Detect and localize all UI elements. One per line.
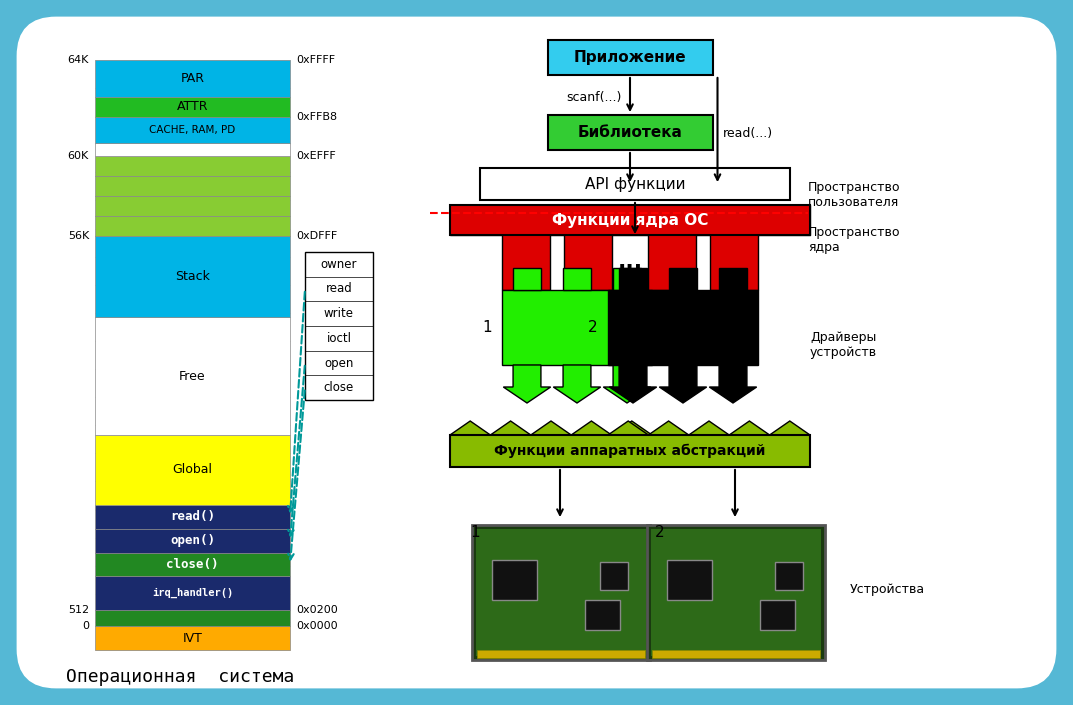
Text: Пространство
пользователя: Пространство пользователя xyxy=(808,181,900,209)
Bar xyxy=(502,290,652,365)
Bar xyxy=(775,562,803,590)
Bar xyxy=(95,60,290,97)
Text: open: open xyxy=(324,357,354,369)
Text: API функции: API функции xyxy=(585,176,686,192)
Bar xyxy=(647,525,825,660)
Bar xyxy=(95,505,290,529)
Bar xyxy=(480,168,790,200)
Text: read(...): read(...) xyxy=(722,126,773,140)
Text: Приложение: Приложение xyxy=(574,50,687,65)
Polygon shape xyxy=(719,268,747,290)
Bar xyxy=(477,650,645,658)
Bar xyxy=(95,236,290,317)
Bar xyxy=(547,40,712,75)
Bar xyxy=(600,562,628,590)
Polygon shape xyxy=(670,268,697,290)
Bar xyxy=(95,216,290,236)
Polygon shape xyxy=(608,421,810,467)
Polygon shape xyxy=(613,268,641,290)
Bar xyxy=(95,435,290,505)
Text: 0x0200: 0x0200 xyxy=(296,605,338,615)
Bar xyxy=(95,553,290,577)
Text: 0xFFFF: 0xFFFF xyxy=(296,55,335,65)
Text: ioctl: ioctl xyxy=(326,332,352,345)
Bar xyxy=(667,560,712,600)
Text: Библиотека: Библиотека xyxy=(577,125,682,140)
Bar xyxy=(450,435,810,467)
Text: Функции аппаратных абстракций: Функции аппаратных абстракций xyxy=(495,444,766,458)
Bar xyxy=(95,577,290,610)
Bar xyxy=(95,156,290,176)
Text: Пространство
ядра: Пространство ядра xyxy=(808,226,900,254)
Text: 0x0000: 0x0000 xyxy=(296,621,338,631)
Text: 0xEFFF: 0xEFFF xyxy=(296,151,336,161)
Text: 0: 0 xyxy=(82,621,89,631)
Bar xyxy=(95,196,290,216)
Polygon shape xyxy=(609,365,657,403)
Bar xyxy=(651,529,821,656)
Bar xyxy=(608,290,758,365)
Text: 512: 512 xyxy=(68,605,89,615)
Polygon shape xyxy=(554,365,601,403)
Text: ...: ... xyxy=(617,252,643,273)
Text: scanf(...): scanf(...) xyxy=(567,90,622,104)
Text: Драйверы
устройств: Драйверы устройств xyxy=(810,331,877,359)
Bar xyxy=(652,650,820,658)
Text: Операционная  система: Операционная система xyxy=(65,668,294,686)
Bar xyxy=(95,626,290,650)
Text: 2: 2 xyxy=(656,525,665,540)
Bar xyxy=(95,142,290,156)
Bar xyxy=(472,525,650,660)
Bar xyxy=(450,205,810,235)
Text: CACHE, RAM, PD: CACHE, RAM, PD xyxy=(149,125,236,135)
Bar xyxy=(476,529,646,656)
Text: Stack: Stack xyxy=(175,271,210,283)
Text: irq_handler(): irq_handler() xyxy=(152,588,233,598)
Text: read: read xyxy=(325,283,352,295)
Polygon shape xyxy=(450,205,810,290)
Polygon shape xyxy=(503,365,550,403)
Text: close: close xyxy=(324,381,354,394)
Polygon shape xyxy=(450,421,652,467)
Text: close(): close() xyxy=(166,558,219,571)
Bar xyxy=(95,117,290,142)
Bar xyxy=(95,176,290,196)
Polygon shape xyxy=(619,268,647,290)
Text: Global: Global xyxy=(173,463,212,477)
Text: Free: Free xyxy=(179,369,206,383)
Text: 1: 1 xyxy=(470,525,480,540)
FancyBboxPatch shape xyxy=(18,18,1055,687)
Text: ATTR: ATTR xyxy=(177,100,208,114)
Bar xyxy=(493,560,536,600)
Bar xyxy=(547,115,712,150)
Text: 2: 2 xyxy=(588,320,598,335)
Polygon shape xyxy=(659,365,707,403)
Bar xyxy=(305,252,373,400)
Polygon shape xyxy=(603,365,650,403)
Polygon shape xyxy=(709,365,756,403)
Text: write: write xyxy=(324,307,354,320)
Text: 64K: 64K xyxy=(68,55,89,65)
Text: 1: 1 xyxy=(482,320,491,335)
Text: Устройства: Устройства xyxy=(850,584,925,596)
Bar xyxy=(95,97,290,117)
Bar xyxy=(585,600,620,630)
Text: 0xFFB8: 0xFFB8 xyxy=(296,112,337,122)
Polygon shape xyxy=(563,268,591,290)
Bar xyxy=(95,610,290,626)
Text: 56K: 56K xyxy=(68,231,89,241)
Bar xyxy=(95,529,290,553)
Text: Функции ядра ОС: Функции ядра ОС xyxy=(552,212,708,228)
Polygon shape xyxy=(513,268,541,290)
Text: IVT: IVT xyxy=(182,632,203,644)
Text: owner: owner xyxy=(321,258,357,271)
Text: 60K: 60K xyxy=(68,151,89,161)
Text: PAR: PAR xyxy=(180,72,205,85)
Text: 0xDFFF: 0xDFFF xyxy=(296,231,337,241)
Bar xyxy=(760,600,795,630)
Text: open(): open() xyxy=(170,534,215,547)
Bar xyxy=(95,317,290,435)
Text: read(): read() xyxy=(170,510,215,523)
